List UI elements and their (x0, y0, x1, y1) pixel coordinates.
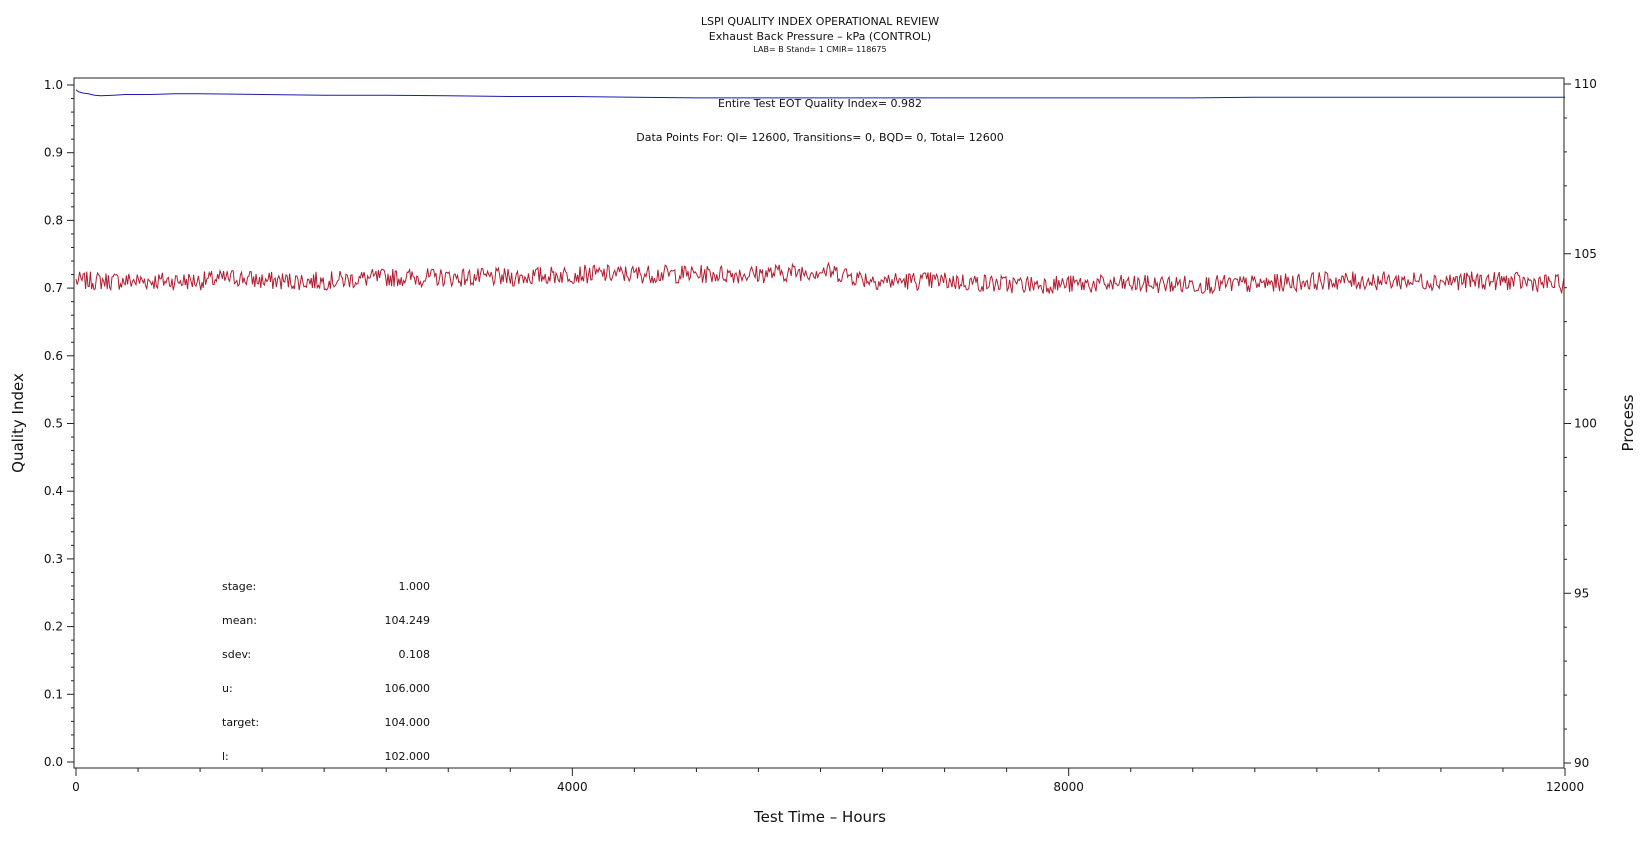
y-left-tick-label: 0.9 (44, 146, 63, 160)
y-left-tick-label: 0.4 (44, 484, 63, 498)
stat-value: 104.000 (385, 716, 431, 729)
y-left-tick-label: 1.0 (44, 78, 63, 92)
y-left-tick-label: 0.1 (44, 687, 63, 701)
plot-frame (73, 77, 1565, 769)
stat-label: target: (222, 716, 259, 729)
y-left-tick-label: 0.8 (44, 213, 63, 227)
x-tick-label: 12000 (1546, 780, 1584, 794)
y-axis-right: 90 95 100 105 110 (1564, 77, 1597, 770)
stat-label: mean: (222, 614, 257, 627)
y-left-tick-label: 0.5 (44, 417, 63, 431)
x-tick-label: 0 (72, 780, 80, 794)
quality-index-annotation: Entire Test EOT Quality Index= 0.982 (718, 97, 922, 110)
stat-value: 102.000 (385, 750, 431, 763)
y-left-tick-label: 0.7 (44, 281, 63, 295)
process-series-line (75, 261, 1565, 295)
stat-value: 106.000 (385, 682, 431, 695)
y-right-tick-label: 100 (1574, 417, 1597, 431)
stat-value: 1.000 (399, 580, 431, 593)
stat-label: sdev: (222, 648, 251, 661)
y-left-tick-label: 0.6 (44, 349, 63, 363)
series-layer (75, 89, 1565, 295)
stat-value: 104.249 (385, 614, 431, 627)
x-axis-label: Test Time – Hours (753, 808, 886, 826)
stat-value: 0.108 (399, 648, 431, 661)
stat-label: u: (222, 682, 233, 695)
y-left-tick-label: 0.0 (44, 755, 63, 769)
y-right-tick-label: 110 (1574, 77, 1597, 91)
y-axis-left: 0.0 0.1 0.2 0.3 0.4 0.5 0.6 0.7 0.8 0.9 1.0 (44, 78, 74, 769)
chart-title: LSPI QUALITY INDEX OPERATIONAL REVIEW (701, 15, 939, 28)
chart-subtitle: Exhaust Back Pressure – kPa (CONTROL) (709, 30, 931, 43)
y-axis-right-label: Process (1619, 394, 1637, 451)
stat-label: stage: (222, 580, 256, 593)
y-right-tick-label: 105 (1574, 247, 1597, 261)
quality-index-series-line (75, 89, 1565, 99)
stats-panel: stage: 1.000 mean: 104.249 sdev: 0.108 u: 106.0… (222, 580, 430, 763)
y-left-tick-label: 0.3 (44, 552, 63, 566)
y-right-tick-label: 90 (1574, 756, 1589, 770)
x-tick-label: 4000 (557, 780, 588, 794)
x-axis: 0 4000 8000 12000 (72, 768, 1584, 794)
y-right-tick-label: 95 (1574, 586, 1589, 600)
data-points-annotation: Data Points For: QI= 12600, Transitions=… (636, 131, 1004, 144)
y-axis-left-label: Quality Index (9, 373, 27, 473)
x-tick-label: 8000 (1053, 780, 1084, 794)
stat-label: l: (222, 750, 229, 763)
y-left-tick-label: 0.2 (44, 620, 63, 634)
chart-subtitle-ids: LAB= B Stand= 1 CMIR= 118675 (753, 45, 886, 54)
